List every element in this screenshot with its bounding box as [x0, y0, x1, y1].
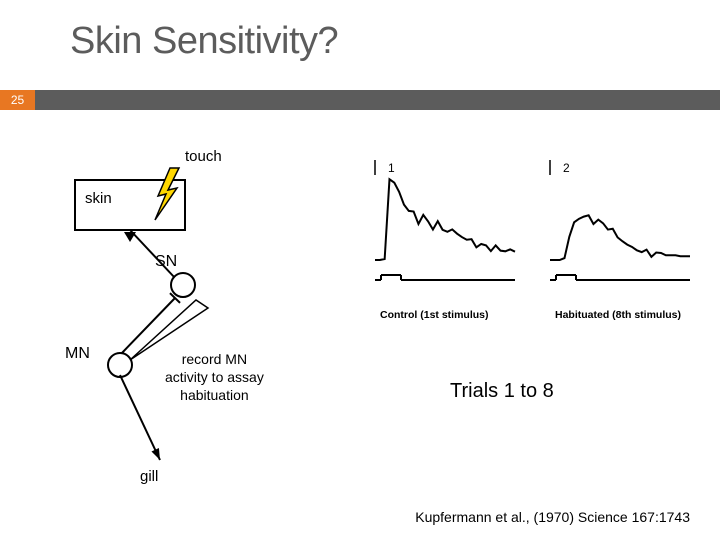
svg-text:Habituated (8th stimulus): Habituated (8th stimulus) — [555, 309, 681, 321]
svg-text:2: 2 — [563, 161, 570, 175]
recording-traces: 1 Control (1st stimulus) 2 Habituated (8th … — [370, 150, 695, 330]
circuit-diagram — [55, 130, 335, 500]
label-gill: gill — [140, 468, 158, 485]
traces-svg: 1 Control (1st stimulus) 2 Habituated (8th … — [370, 150, 695, 330]
slide-title: Skin Sensitivity? — [70, 20, 338, 63]
svg-text:1: 1 — [388, 161, 395, 175]
label-record-mn: record MNactivity to assayhabituation — [165, 350, 264, 405]
slide-number: 25 — [0, 90, 35, 110]
svg-text:Control (1st stimulus): Control (1st stimulus) — [380, 309, 489, 321]
circuit-diagram-svg — [55, 130, 335, 500]
trials-label: Trials 1 to 8 — [450, 380, 554, 403]
header-gray-bar — [35, 90, 720, 110]
label-mn: MN — [65, 345, 90, 363]
label-touch: touch — [185, 148, 222, 165]
label-skin: skin — [85, 190, 112, 207]
label-sn: SN — [155, 253, 177, 271]
slide-header-bar: 25 — [0, 90, 720, 110]
citation: Kupfermann et al., (1970) Science 167:17… — [415, 509, 690, 525]
